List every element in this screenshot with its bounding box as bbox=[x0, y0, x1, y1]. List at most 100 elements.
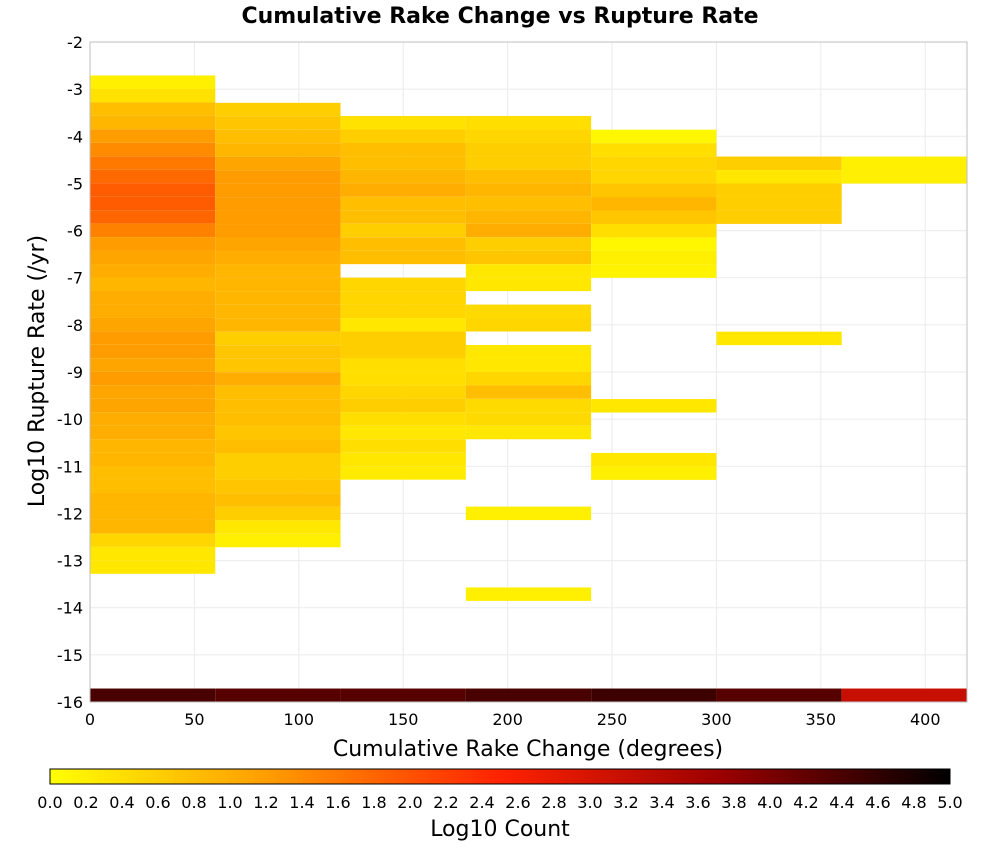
y-tick-label: -15 bbox=[57, 646, 83, 665]
heatmap-cell bbox=[340, 371, 466, 386]
heatmap-cell bbox=[465, 237, 592, 251]
heatmap-cell bbox=[465, 344, 592, 359]
heatmap-cell bbox=[465, 304, 592, 319]
heatmap-cell bbox=[465, 358, 592, 372]
heatmap-cell bbox=[90, 290, 216, 305]
heatmap-cell bbox=[716, 183, 842, 197]
heatmap-cell bbox=[465, 210, 592, 224]
heatmap-cell bbox=[215, 466, 341, 480]
heatmap-cell bbox=[465, 129, 592, 143]
heatmap-cell bbox=[90, 129, 216, 143]
heatmap-cell bbox=[465, 169, 592, 184]
colorbar-tick-label: 2.8 bbox=[541, 793, 566, 812]
y-tick-label: -12 bbox=[57, 504, 83, 523]
heatmap-cell bbox=[90, 371, 216, 386]
y-tick-label: -2 bbox=[67, 33, 83, 52]
colorbar-tick-label: 4.6 bbox=[865, 793, 890, 812]
heatmap-cell bbox=[215, 385, 341, 400]
heatmap-cell bbox=[340, 291, 466, 305]
colorbar-tick-label: 2.0 bbox=[397, 793, 422, 812]
heatmap-cell bbox=[591, 466, 717, 480]
heatmap-cell bbox=[215, 520, 341, 534]
heatmap-cell bbox=[340, 142, 466, 157]
plot-area-border bbox=[89, 41, 968, 703]
y-tick-label: -11 bbox=[57, 457, 83, 476]
colorbar-tick-label: 1.0 bbox=[217, 793, 242, 812]
heatmap-cell bbox=[340, 425, 466, 440]
heatmap-cell bbox=[465, 277, 592, 292]
heatmap-cell bbox=[340, 452, 466, 467]
y-tick-label: -5 bbox=[67, 174, 83, 193]
heatmap-cell bbox=[591, 197, 717, 211]
colorbar-tick-label: 4.4 bbox=[829, 793, 854, 812]
heatmap-cell bbox=[215, 439, 341, 454]
colorbar-tick-label: 3.2 bbox=[613, 793, 638, 812]
y-tick-label: -14 bbox=[57, 599, 83, 618]
heatmap-cell bbox=[340, 237, 466, 251]
heatmap-cell bbox=[465, 385, 592, 399]
heatmap-cell bbox=[340, 156, 466, 170]
heatmap-cell bbox=[90, 425, 216, 440]
heatmap-cell bbox=[215, 129, 341, 144]
heatmap-cell bbox=[340, 116, 466, 130]
heatmap-cell bbox=[591, 223, 717, 238]
heatmap-cell bbox=[215, 237, 341, 251]
heatmap-cell bbox=[90, 358, 216, 372]
heatmap-cell bbox=[340, 331, 466, 345]
colorbar bbox=[49, 768, 951, 785]
heatmap-cell bbox=[591, 210, 717, 224]
heatmap-cell bbox=[591, 183, 717, 198]
heatmap-cell bbox=[340, 412, 466, 426]
heatmap-cell bbox=[340, 183, 466, 197]
heatmap-cell bbox=[340, 398, 466, 413]
heatmap-cell bbox=[215, 304, 341, 319]
x-tick-label: 50 bbox=[184, 710, 204, 729]
heatmap-cell bbox=[340, 169, 466, 184]
heatmap-cell bbox=[90, 688, 216, 702]
colorbar-tick-label: 2.2 bbox=[433, 793, 458, 812]
y-tick-label: -3 bbox=[67, 80, 83, 99]
heatmap-cell bbox=[90, 237, 216, 251]
heatmap-cell bbox=[591, 170, 717, 184]
heatmap-cell bbox=[465, 506, 592, 521]
colorbar-tick-label: 1.6 bbox=[325, 793, 350, 812]
heatmap-cell bbox=[90, 493, 216, 507]
heatmap-cell bbox=[465, 250, 592, 265]
heatmap-cell bbox=[90, 344, 216, 359]
y-tick-label: -7 bbox=[67, 269, 83, 288]
heatmap-cell bbox=[465, 425, 592, 440]
y-tick-label: -6 bbox=[67, 222, 83, 241]
heatmap-cell bbox=[716, 170, 842, 184]
x-tick-label: 350 bbox=[806, 710, 837, 729]
x-tick-label: 0 bbox=[85, 710, 95, 729]
heatmap-cell bbox=[465, 398, 592, 413]
heatmap-cell bbox=[591, 143, 717, 157]
heatmap-cell bbox=[340, 358, 466, 372]
heatmap-cell bbox=[340, 277, 466, 292]
heatmap-cell bbox=[90, 439, 216, 453]
colorbar-tick-label: 2.4 bbox=[469, 793, 494, 812]
heatmap-cell bbox=[215, 210, 341, 225]
heatmap-cell bbox=[90, 331, 216, 345]
heatmap-cell bbox=[215, 291, 341, 305]
heatmap-cell bbox=[465, 223, 592, 238]
heatmap-cell bbox=[90, 466, 216, 480]
heatmap-cells bbox=[90, 75, 967, 702]
heatmap-cell bbox=[841, 170, 967, 184]
heatmap-cell bbox=[90, 102, 216, 116]
heatmap-cell bbox=[215, 372, 341, 386]
y-tick-label: -16 bbox=[57, 693, 83, 712]
heatmap-cell bbox=[465, 142, 592, 157]
heatmap-cell bbox=[90, 223, 216, 238]
heatmap-cell bbox=[215, 493, 341, 507]
colorbar-tick-label: 4.2 bbox=[793, 793, 818, 812]
heatmap-cell bbox=[90, 277, 216, 291]
heatmap-cell bbox=[591, 399, 717, 413]
heatmap-cell bbox=[340, 210, 466, 224]
heatmap-cell bbox=[90, 560, 216, 574]
heatmap-cell bbox=[90, 183, 216, 197]
heatmap-cell bbox=[340, 344, 466, 359]
heatmap-cell bbox=[465, 412, 592, 426]
colorbar-tick-label: 3.8 bbox=[721, 793, 746, 812]
